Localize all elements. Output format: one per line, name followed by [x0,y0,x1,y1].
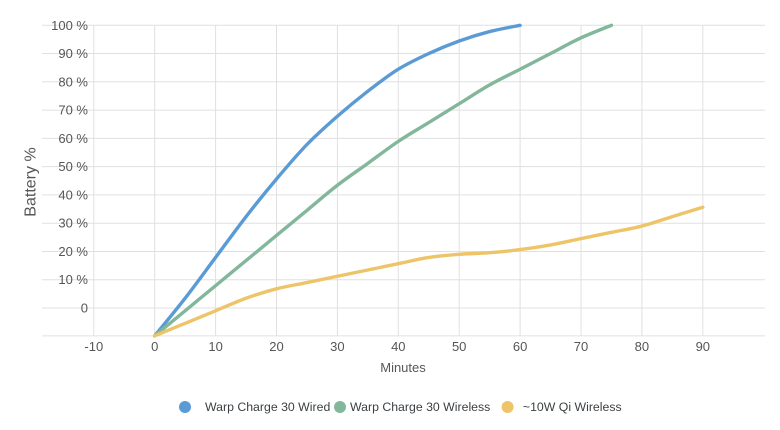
svg-text:90: 90 [696,339,710,354]
svg-text:20 %: 20 % [58,244,88,259]
svg-text:~10W Qi Wireless: ~10W Qi Wireless [523,400,622,414]
svg-text:50: 50 [452,339,466,354]
svg-text:70: 70 [574,339,588,354]
svg-text:100 %: 100 % [51,18,88,33]
svg-text:Warp Charge 30 Wireless: Warp Charge 30 Wireless [350,400,490,414]
svg-text:60: 60 [513,339,527,354]
svg-text:-10: -10 [84,339,103,354]
svg-text:50 %: 50 % [58,159,88,174]
svg-text:40 %: 40 % [58,187,88,202]
svg-text:80 %: 80 % [58,74,88,89]
svg-text:30: 30 [330,339,344,354]
svg-text:60 %: 60 % [58,131,88,146]
svg-text:0: 0 [81,301,88,316]
svg-text:Minutes: Minutes [380,360,426,375]
svg-text:20: 20 [269,339,283,354]
svg-text:80: 80 [635,339,649,354]
svg-text:70 %: 70 % [58,103,88,118]
svg-text:Battery %: Battery % [23,147,40,216]
svg-text:0: 0 [151,339,158,354]
svg-text:10 %: 10 % [58,272,88,287]
svg-text:40: 40 [391,339,405,354]
svg-text:90 %: 90 % [58,46,88,61]
svg-text:Warp Charge 30 Wired: Warp Charge 30 Wired [205,400,330,414]
svg-text:30 %: 30 % [58,216,88,231]
svg-text:10: 10 [208,339,222,354]
